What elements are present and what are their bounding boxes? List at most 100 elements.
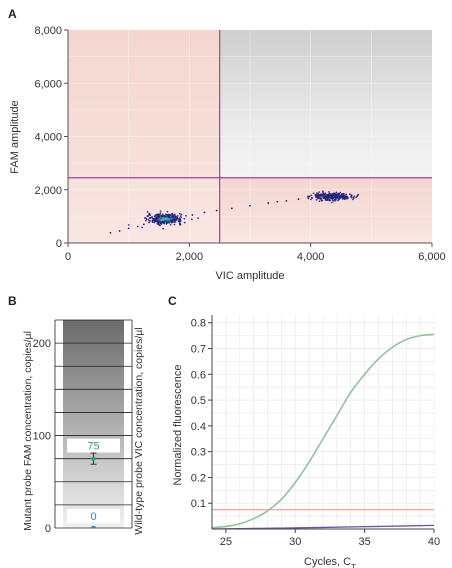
a-droplet	[319, 197, 322, 200]
a-droplet	[320, 199, 323, 202]
a-droplet	[341, 193, 343, 195]
a-droplet	[173, 223, 176, 226]
a-droplet	[148, 212, 151, 215]
c-y-tick-label: 0.1	[191, 498, 206, 510]
a-droplet	[328, 199, 331, 202]
a-droplet	[147, 218, 150, 221]
a-ylabel: FAM amplitude	[9, 100, 21, 173]
panel-a-letter: A	[8, 7, 17, 21]
a-droplet-outlier	[297, 198, 300, 200]
panel-b-bar: 0 100 200 75 0 Mutant probe FAM concentratio…	[22, 319, 145, 535]
a-droplet	[315, 198, 318, 201]
panel-b-letter: B	[8, 294, 17, 308]
a-droplet	[348, 193, 351, 196]
a-droplet-outlier	[118, 230, 121, 232]
a-droplet	[160, 217, 163, 219]
c-y-tick-label: 0.3	[191, 447, 206, 459]
b-label-box	[67, 508, 120, 523]
a-droplet	[160, 221, 163, 224]
a-droplet	[144, 219, 147, 222]
a-droplet	[166, 210, 169, 213]
a-droplet	[176, 215, 179, 217]
a-droplet	[165, 219, 168, 222]
a-droplet	[353, 195, 356, 198]
c-x-tick-label: 40	[428, 536, 440, 548]
a-droplet	[356, 194, 359, 197]
c-series-line	[211, 524, 435, 530]
a-droplet	[342, 194, 345, 197]
c-y-tick-label: 0.6	[191, 369, 206, 381]
a-droplet	[151, 216, 153, 218]
a-droplet-outlier	[203, 211, 206, 214]
a-y-tick-label: 6,000	[34, 78, 62, 90]
b-ylabel-right: Wild-type probe VIC concentration, copie…	[133, 327, 145, 534]
a-droplet	[149, 214, 152, 217]
c-y-tick-label: 0.2	[191, 472, 206, 484]
a-droplet	[155, 217, 158, 220]
a-droplet	[159, 224, 162, 227]
a-y-tick-label: 8,000	[34, 25, 62, 37]
a-droplet	[177, 219, 180, 222]
a-region-upper-right	[219, 30, 432, 178]
a-grid	[68, 30, 432, 243]
a-droplet	[162, 227, 165, 230]
a-droplet	[331, 195, 333, 198]
a-droplet	[343, 193, 345, 195]
a-droplet-outlier	[249, 204, 251, 207]
c-x-tick-label: 35	[359, 536, 371, 548]
a-x-tick-label: 2,000	[176, 251, 204, 263]
a-droplet	[332, 193, 335, 195]
a-droplet	[324, 192, 327, 195]
a-droplet	[315, 194, 318, 196]
a-droplet	[338, 195, 340, 198]
a-droplet	[311, 197, 314, 199]
a-droplet	[153, 221, 156, 224]
a-droplet	[179, 220, 182, 223]
a-droplet	[145, 218, 148, 221]
a-droplet	[328, 195, 331, 198]
a-droplet	[170, 220, 173, 222]
panel-a-scatter: 0 2,000 4,000 6,000 0 2,000 4,000 6,000 8,000 VI…	[9, 25, 446, 282]
a-droplet	[334, 194, 337, 197]
a-droplet	[160, 215, 163, 218]
a-droplet	[307, 197, 310, 200]
b-y-tick-label: 0	[45, 523, 51, 535]
a-droplet	[320, 193, 322, 196]
a-droplet	[146, 215, 149, 217]
b-ylabel-left: Mutant probe FAM concentration, copies/µ…	[22, 331, 34, 531]
a-droplet	[166, 217, 169, 220]
a-droplet	[127, 223, 130, 226]
a-droplet	[155, 220, 158, 223]
a-droplet	[343, 198, 346, 200]
a-droplet	[180, 216, 183, 219]
a-droplet	[183, 217, 186, 220]
a-droplet	[178, 212, 181, 215]
a-droplet	[159, 217, 162, 219]
a-droplet-outlier	[285, 200, 288, 202]
a-droplet	[169, 217, 172, 220]
a-droplet	[331, 197, 334, 200]
b-value-label: 0	[90, 511, 96, 523]
a-droplet	[164, 217, 167, 219]
a-droplet	[148, 221, 150, 224]
a-y-tick-label: 0	[56, 238, 62, 250]
a-droplet	[173, 216, 175, 219]
a-x-tick-label: 6,000	[418, 251, 446, 263]
a-droplet	[156, 214, 159, 217]
c-y-tick-label: 0.7	[191, 344, 206, 356]
a-x-tick-label: 4,000	[297, 251, 325, 263]
a-droplet	[312, 192, 315, 195]
a-droplet	[175, 216, 178, 219]
a-x-tick-label: 0	[65, 251, 71, 263]
a-droplet	[334, 196, 337, 198]
a-droplet-outlier	[267, 202, 270, 204]
a-droplet	[141, 226, 143, 229]
c-xlabel: Cycles, CT	[304, 556, 356, 568]
a-droplet	[151, 217, 154, 220]
c-ylabel: Normalized fluorescence	[172, 364, 184, 485]
a-droplet	[158, 219, 161, 221]
a-droplet	[178, 217, 181, 220]
a-droplet	[168, 216, 170, 219]
a-droplet	[180, 213, 183, 216]
a-droplet	[149, 220, 152, 222]
